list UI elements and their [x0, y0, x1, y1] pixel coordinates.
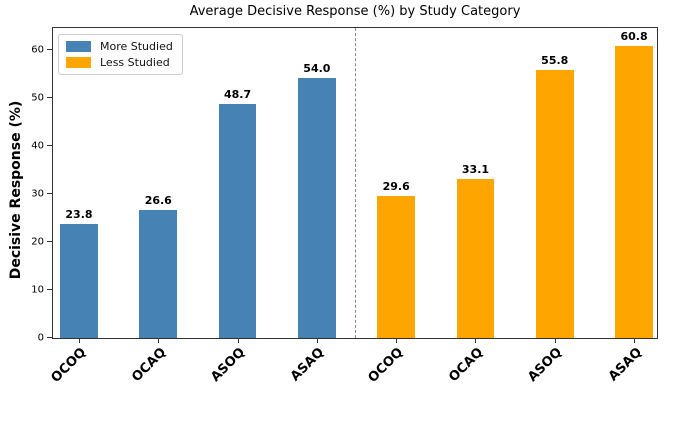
- legend: More Studied Less Studied: [58, 34, 183, 75]
- bar-value-label: 33.1: [461, 162, 490, 176]
- x-tick-label: OCOQ: [48, 345, 90, 386]
- bar-value-label: 23.8: [65, 207, 93, 221]
- y-tick-mark: [47, 48, 52, 50]
- bar: [297, 78, 336, 338]
- x-tick-mark: [396, 338, 398, 343]
- y-tick-label: 40: [31, 140, 44, 152]
- y-tick-label: 20: [31, 236, 44, 248]
- bar: [218, 103, 257, 338]
- y-tick-label: 10: [31, 284, 44, 296]
- y-tick-mark: [47, 144, 52, 146]
- y-axis-label: Decisive Response (%): [8, 100, 24, 280]
- group-separator-dashed-line: [355, 28, 356, 338]
- x-tick-mark: [78, 338, 80, 343]
- y-tick-mark: [47, 240, 52, 242]
- x-tick-label: ASOQ: [208, 345, 249, 385]
- x-tick-label: OCOQ: [365, 345, 407, 386]
- bar: [535, 69, 574, 338]
- bar: [456, 178, 495, 338]
- legend-label: More Studied: [100, 40, 173, 53]
- y-tick-label: 0: [37, 332, 44, 344]
- y-tick-mark: [47, 337, 52, 338]
- bar-value-label: 29.6: [382, 179, 410, 193]
- bar-value-label: 48.7: [223, 87, 252, 101]
- legend-swatch-icon: [66, 57, 91, 68]
- bar-value-label: 60.8: [620, 29, 648, 43]
- x-tick-mark: [316, 338, 318, 343]
- x-tick-label: ASOQ: [525, 345, 566, 385]
- bar: [377, 195, 416, 338]
- x-tick-label: ASAQ: [605, 345, 645, 385]
- chart-title: Average Decisive Response (%) by Study C…: [189, 4, 521, 19]
- y-tick-mark: [47, 192, 52, 194]
- bar: [139, 210, 178, 338]
- x-tick-mark: [237, 338, 239, 343]
- bar: [60, 223, 98, 338]
- bar-value-label: 54.0: [303, 62, 331, 76]
- x-tick-label: OCAQ: [128, 345, 169, 386]
- x-tick-mark: [475, 338, 477, 343]
- x-tick-mark: [554, 338, 556, 343]
- y-tick-mark: [47, 96, 52, 98]
- x-tick-label: ASAQ: [288, 345, 328, 385]
- x-tick-mark: [158, 338, 160, 343]
- plot-area: More Studied Less Studied 23.8 OCOQ 26.6 OCA…: [31, 27, 658, 386]
- legend-label: Less Studied: [100, 56, 170, 69]
- legend-item: More Studied: [66, 40, 173, 53]
- bar-value-label: 26.6: [144, 194, 172, 208]
- y-tick-label: 60: [31, 44, 44, 56]
- y-tick-label: 50: [31, 92, 44, 104]
- y-tick-label: 30: [31, 188, 44, 200]
- legend-item: Less Studied: [66, 56, 173, 69]
- legend-swatch-icon: [66, 41, 91, 52]
- y-tick-mark: [47, 288, 52, 290]
- x-tick-mark: [634, 338, 636, 343]
- bar-value-label: 55.8: [541, 53, 569, 67]
- x-tick-label: OCAQ: [445, 345, 487, 386]
- bar: [615, 45, 653, 338]
